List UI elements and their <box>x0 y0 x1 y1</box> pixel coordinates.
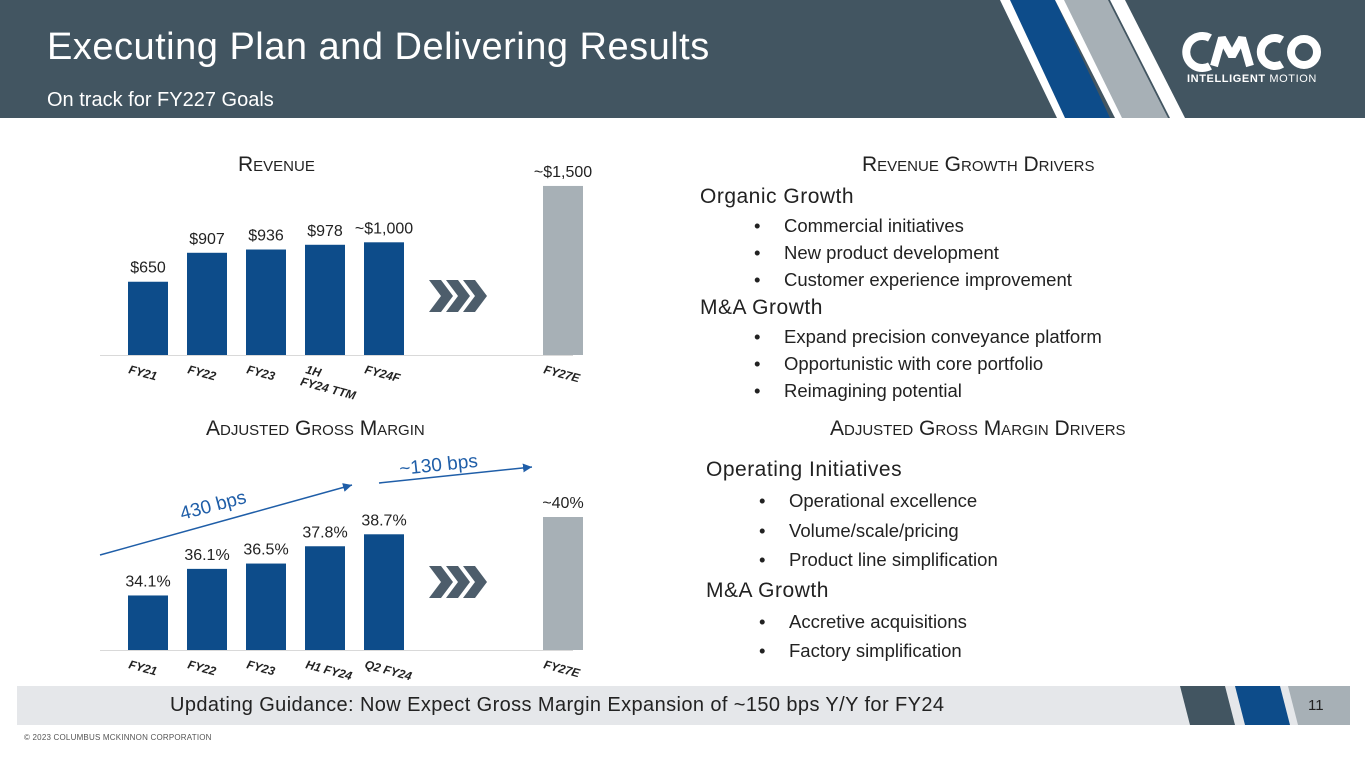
category-label: FY27E <box>542 362 582 385</box>
bar-value-label: 38.7% <box>361 512 406 529</box>
footer-stripes <box>1180 686 1350 725</box>
chart-bar <box>543 517 583 650</box>
bar-value-label: $650 <box>130 260 166 277</box>
chart-bar <box>305 244 345 355</box>
trend-arrow-130 <box>378 463 533 484</box>
bar-value-label: $978 <box>307 223 343 240</box>
category-label: FY27E <box>542 657 582 680</box>
bullet-dot: • <box>759 610 766 632</box>
chart-bar <box>543 185 583 355</box>
driver-group-heading: M&A Growth <box>700 296 823 319</box>
guidance-bar <box>17 686 1347 725</box>
category-label: FY24F <box>363 362 402 385</box>
driver-bullet: • Customer experience improvement <box>754 269 1072 291</box>
chart-bar <box>128 281 168 355</box>
category-label: FY22 <box>186 362 218 383</box>
driver-bullet: • Reimagining potential <box>754 380 962 402</box>
category-label: H1 FY24 <box>304 657 354 683</box>
margin-title: Adjusted Gross Margin <box>206 417 425 440</box>
bullet-dot: • <box>754 242 761 263</box>
driver-bullet-text: Operational excellence <box>789 490 978 511</box>
bar-value-label: ~$1,500 <box>534 164 592 181</box>
page-subtitle: On track for FY227 Goals <box>47 89 274 111</box>
driver-bullet: • New product development <box>754 242 999 264</box>
driver-bullet: • Product line simplification <box>759 549 998 571</box>
chart-bar <box>246 249 286 355</box>
page-title: Executing Plan and Delivering Results <box>47 26 710 68</box>
driver-bullet: • Accretive acquisitions <box>759 610 967 633</box>
driver-bullet-text: Accretive acquisitions <box>789 610 967 632</box>
driver-bullet: • Volume/scale/pricing <box>759 519 959 542</box>
category-label: FY21 <box>127 657 159 678</box>
annotation-130-bps: ~130 bps <box>398 451 478 480</box>
header-stripes <box>1000 0 1185 118</box>
revenue-chart: $650 FY21 $907 FY22 $936 FY23 $978 1HFY24 TTM ~$… <box>100 164 592 400</box>
logo-tagline: INTELLIGENT MOTION <box>1187 73 1317 85</box>
header-banner: Executing Plan and Delivering Results On… <box>0 0 1365 118</box>
bar-value-label: ~$1,000 <box>355 220 413 237</box>
bullet-dot: • <box>759 519 766 541</box>
bar-value-label: $936 <box>248 228 284 245</box>
driver-bullet-text: Expand precision conveyance platform <box>784 326 1102 347</box>
chart-bar <box>364 534 404 650</box>
chevron-arrows-icon <box>429 280 487 312</box>
bullet-dot: • <box>754 269 761 290</box>
category-label: FY23 <box>245 657 277 678</box>
driver-bullet-text: Volume/scale/pricing <box>789 519 959 541</box>
driver-bullet-text: Reimagining potential <box>784 380 962 401</box>
driver-bullet: • Operational excellence <box>759 490 978 512</box>
trend-arrow-430 <box>99 483 353 556</box>
annotation-430-bps: 430 bps <box>178 487 249 525</box>
driver-bullet-text: Factory simplification <box>789 640 962 661</box>
driver-bullet: • Factory simplification <box>759 640 962 662</box>
bar-value-label: 36.5% <box>243 542 288 559</box>
driver-bullet: • Commercial initiatives <box>754 215 964 237</box>
guidance-text: Updating Guidance: Now Expect Gross Marg… <box>170 694 945 716</box>
bullet-dot: • <box>759 549 766 570</box>
bullet-dot: • <box>759 640 766 661</box>
category-label: FY23 <box>245 362 277 383</box>
copyright: © 2023 COLUMBUS MCKINNON CORPORATION <box>24 733 212 742</box>
bar-value-label: ~40% <box>542 495 583 512</box>
driver-group-heading: Operating Initiatives <box>706 458 903 481</box>
driver-bullet-text: Commercial initiatives <box>784 215 964 236</box>
driver-bullet-text: Opportunistic with core portfolio <box>784 353 1044 374</box>
bullet-dot: • <box>754 380 761 401</box>
driver-bullet-text: New product development <box>784 242 999 263</box>
driver-group-heading: Organic Growth <box>700 185 855 208</box>
revenue-title: Revenue <box>238 153 315 176</box>
category-label: FY22 <box>186 657 218 678</box>
chart-bar <box>187 568 227 650</box>
category-label: Q2 FY24 <box>363 657 413 683</box>
bullet-dot: • <box>754 353 761 374</box>
chart-bar <box>305 546 345 650</box>
bullet-dot: • <box>754 326 761 347</box>
driver-bullet: • Opportunistic with core portfolio <box>754 353 1044 375</box>
cmco-logo <box>1182 32 1321 72</box>
chart-bar <box>128 595 168 650</box>
driver-group-heading: M&A Growth <box>706 578 829 602</box>
bar-value-label: 36.1% <box>184 547 229 564</box>
margin-drivers-title: Adjusted Gross Margin Drivers <box>830 417 1126 440</box>
bar-value-label: 37.8% <box>302 524 347 541</box>
chart-bar <box>364 242 404 355</box>
revenue-drivers-title: Revenue Growth Drivers <box>862 153 1095 176</box>
margin-chart: 34.1% FY21 36.1% FY22 36.5% FY23 37.8% H1 FY24 3… <box>99 451 584 683</box>
page-number: 11 <box>1308 697 1324 714</box>
bar-value-label: 34.1% <box>125 573 170 590</box>
chart-bar <box>246 563 286 650</box>
bullet-dot: • <box>759 490 766 511</box>
bullet-dot: • <box>754 215 761 236</box>
driver-bullet: • Expand precision conveyance platform <box>754 326 1102 348</box>
chevron-arrows-icon <box>429 566 487 598</box>
driver-bullet-text: Product line simplification <box>789 549 998 570</box>
driver-bullet-text: Customer experience improvement <box>784 269 1072 290</box>
category-label: 1HFY24 TTM <box>299 362 362 400</box>
bar-value-label: $907 <box>189 231 225 248</box>
category-label: FY21 <box>127 362 159 383</box>
chart-bar <box>187 252 227 355</box>
